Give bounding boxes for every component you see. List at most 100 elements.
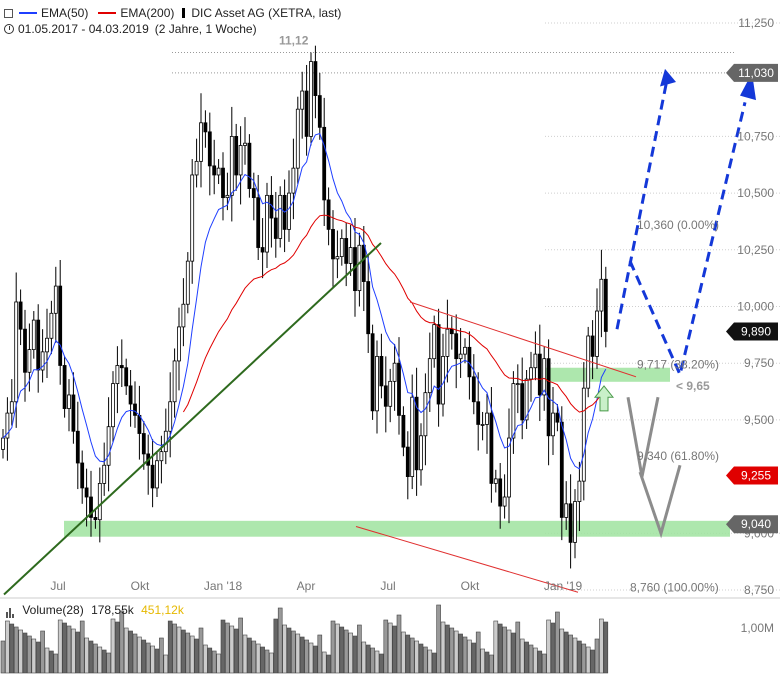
volume-bar xyxy=(137,636,142,674)
x-tick-label: Jul xyxy=(380,579,395,593)
volume-icon xyxy=(6,604,15,618)
candle-body xyxy=(414,396,419,471)
period-label: 01.05.2017 - 04.03.2019 xyxy=(18,22,149,36)
volume-bar xyxy=(383,619,389,674)
volume-bar xyxy=(128,630,133,674)
candle-body xyxy=(40,351,45,371)
volume-bar xyxy=(35,641,41,674)
candle-body xyxy=(348,247,353,264)
candle-body xyxy=(339,238,344,258)
volume-bar xyxy=(216,653,221,674)
volume-bar xyxy=(119,610,125,674)
channel-upper-line xyxy=(409,301,637,378)
candle-body xyxy=(397,362,401,416)
blue-arrow-path-2 xyxy=(628,102,747,380)
candle-body xyxy=(119,365,124,369)
annotation-label: 11,12 xyxy=(279,33,309,47)
ema50-label: EMA(50) xyxy=(41,6,89,20)
candle-body xyxy=(498,478,503,507)
candle-body xyxy=(573,501,577,543)
candle-body xyxy=(194,160,199,176)
candle-body xyxy=(84,487,89,498)
volume-bar xyxy=(255,643,261,674)
candlesticks xyxy=(1,45,608,569)
candle-body xyxy=(141,433,146,455)
candle-body xyxy=(507,437,511,498)
volume-bar xyxy=(0,640,6,674)
candle-body xyxy=(361,244,366,282)
volume-bar xyxy=(79,620,85,674)
annotation-label: 10,360 (0.00%) xyxy=(637,218,719,232)
candle-body xyxy=(45,337,49,353)
candle-body xyxy=(287,192,291,230)
volume-bar xyxy=(467,639,472,674)
candle-body xyxy=(212,165,217,176)
candle-body xyxy=(335,256,340,260)
candle-body xyxy=(392,362,397,382)
volume-bar xyxy=(440,621,446,674)
y-tick-label: 9,500 xyxy=(744,413,774,427)
projection-arrows xyxy=(593,68,756,539)
candle-body xyxy=(124,367,129,387)
volume-bar xyxy=(189,635,195,674)
annotation-label: < 9,65 xyxy=(676,379,710,393)
volume-bar xyxy=(546,619,551,674)
candle-body xyxy=(511,383,516,439)
volume-bar xyxy=(106,652,111,674)
uptrend-line xyxy=(3,242,382,596)
candle-body xyxy=(331,228,335,260)
volume-bar xyxy=(225,622,230,674)
volume-bar xyxy=(427,649,433,674)
candle-body xyxy=(190,174,195,262)
grid-lines xyxy=(172,22,780,591)
up-arrow-icon xyxy=(593,385,615,412)
price-badge-label: 9,255 xyxy=(741,468,771,482)
candle-body xyxy=(568,503,573,543)
volume-bar xyxy=(370,647,375,674)
volume-bar xyxy=(431,652,437,674)
volume-bar xyxy=(343,629,349,674)
volume-bars xyxy=(0,597,780,674)
candle-body xyxy=(27,349,32,373)
candle-body xyxy=(502,496,507,507)
candle-body xyxy=(476,401,481,425)
candle-body xyxy=(537,353,542,396)
candle-body xyxy=(5,412,10,439)
candle-body xyxy=(533,353,538,369)
volume-bar xyxy=(519,638,525,674)
volume-bar xyxy=(304,639,309,674)
volume-bar xyxy=(66,625,72,674)
volume-tick-label: 1,00M xyxy=(741,621,774,635)
volume-bar xyxy=(97,646,103,674)
volume-value-2: 451,12k xyxy=(141,603,184,617)
candle-body xyxy=(260,247,265,253)
candle-body xyxy=(199,122,203,162)
volume-bar xyxy=(528,644,534,674)
candle-body xyxy=(102,464,107,484)
candle-body xyxy=(31,319,36,350)
candle-body xyxy=(463,346,467,355)
candle-body xyxy=(181,303,186,328)
candle-body xyxy=(229,135,234,196)
candle-body xyxy=(234,135,239,176)
volume-bar xyxy=(93,643,98,674)
support-zone xyxy=(545,367,670,382)
y-tick-label: 10,500 xyxy=(737,186,774,200)
candle-body xyxy=(410,396,415,477)
candle-body xyxy=(89,496,93,518)
candle-body xyxy=(586,335,591,389)
legend-toggle-icon[interactable] xyxy=(4,8,13,18)
candle-body xyxy=(542,358,547,396)
volume-bar xyxy=(313,645,318,674)
candle-body xyxy=(207,131,212,167)
candle-body xyxy=(551,412,555,437)
x-tick-label: Okt xyxy=(461,579,480,593)
volume-bar xyxy=(53,653,59,674)
price-badge xyxy=(726,63,778,82)
volume-bar xyxy=(31,638,37,674)
volume-bar xyxy=(568,634,573,674)
price-badge-label: 9,040 xyxy=(741,517,771,531)
volume-bar xyxy=(233,628,239,674)
volume-bar xyxy=(115,621,120,674)
volume-bar xyxy=(585,646,591,674)
